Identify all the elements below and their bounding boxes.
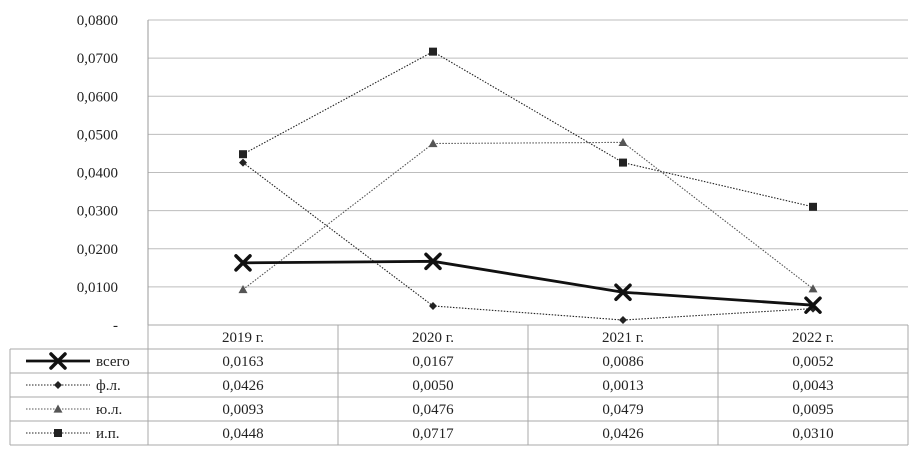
data-point-всего: [424, 252, 442, 271]
y-tick-label: 0,0500: [77, 127, 118, 143]
data-point-ю.л.: [238, 285, 248, 294]
data-label: 0,0448: [222, 426, 263, 442]
data-label: 0,0717: [412, 426, 454, 442]
data-label: 0,0426: [222, 378, 264, 394]
series-line-ф.л.: [242, 162, 814, 321]
series-line-и.п.: [242, 51, 814, 208]
data-point-ю.л.: [618, 137, 628, 146]
series-line-ю.л.: [242, 141, 814, 290]
y-tick-label: 0,0400: [77, 166, 118, 182]
data-label: 0,0163: [222, 354, 263, 370]
data-label: 0,0426: [602, 426, 644, 442]
x-tick-label: 2020 г.: [412, 330, 454, 346]
y-tick-label: 0,0600: [77, 89, 118, 105]
data-label: 0,0310: [792, 426, 833, 442]
data-point-всего: [614, 283, 632, 301]
legend-label: и.п.: [96, 426, 120, 442]
data-label: 0,0050: [412, 378, 453, 394]
data-point-ф.л.: [429, 301, 437, 310]
data-point-всего: [804, 296, 822, 314]
data-point-ю.л.: [808, 284, 818, 293]
y-tick-label: 0,0800: [77, 13, 118, 29]
x-tick-label: 2019 г.: [222, 330, 264, 346]
legend-key-marker: [54, 381, 62, 389]
data-label: 0,0043: [792, 378, 833, 394]
legend-key-marker: [53, 404, 63, 413]
y-tick-label: 0,0100: [77, 280, 118, 296]
data-point-всего: [234, 254, 252, 272]
data-point-ф.л.: [239, 158, 247, 167]
y-tick-label: 0,0300: [77, 204, 118, 220]
data-point-ю.л.: [428, 139, 438, 148]
data-label: 0,0086: [602, 354, 644, 370]
series-line-всего: [242, 259, 814, 307]
data-label: 0,0476: [412, 402, 454, 418]
y-tick-label: -: [113, 318, 118, 334]
data-label: 0,0013: [602, 378, 643, 394]
x-tick-label: 2022 г.: [792, 330, 834, 346]
legend-label: ф.л.: [96, 378, 121, 394]
legend-label: ю.л.: [96, 402, 122, 418]
data-label: 0,0052: [792, 354, 833, 370]
data-point-и.п.: [239, 150, 247, 159]
x-tick-label: 2021 г.: [602, 330, 644, 346]
data-label: 0,0479: [602, 402, 643, 418]
legend-key-marker: [49, 352, 67, 370]
legend-key-marker: [54, 429, 62, 437]
y-tick-label: 0,0200: [77, 242, 118, 258]
y-tick-label: 0,0700: [77, 51, 118, 67]
data-label: 0,0167: [412, 354, 454, 370]
data-label: 0,0095: [792, 402, 833, 418]
legend-label: всего: [96, 354, 130, 370]
data-point-и.п.: [429, 47, 437, 56]
data-point-ф.л.: [619, 316, 627, 325]
data-point-и.п.: [809, 202, 817, 211]
data-label: 0,0093: [222, 402, 263, 418]
data-point-и.п.: [619, 158, 627, 167]
